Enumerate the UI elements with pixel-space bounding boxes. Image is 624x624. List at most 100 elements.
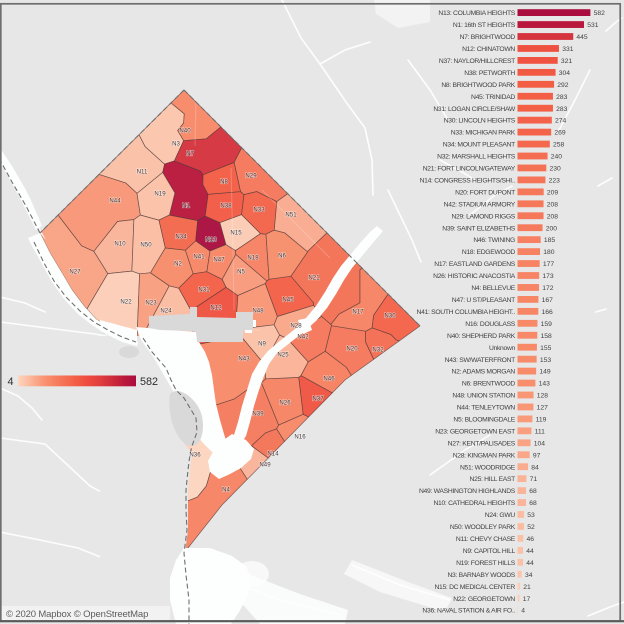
svg-text:N18: N18 [247,254,259,261]
svg-text:N30: LINCOLN HEIGHTS: N30: LINCOLN HEIGHTS [444,118,516,125]
svg-text:N26: N26 [279,399,291,406]
svg-text:N25: N25 [277,351,289,358]
svg-text:N22: N22 [120,298,132,305]
svg-text:46: 46 [527,536,535,543]
svg-text:N2: ADAMS MORGAN: N2: ADAMS MORGAN [452,369,516,376]
svg-text:N45: N45 [282,296,294,303]
svg-text:N16: N16 [294,433,306,440]
svg-text:N32: N32 [372,346,384,353]
svg-text:N17: N17 [352,308,364,315]
svg-text:N42: N42 [297,333,309,340]
svg-text:N10: CATHEDRAL HEIGHTS: N10: CATHEDRAL HEIGHTS [433,500,515,507]
svg-text:N21: FORT LINCOLN/GATEWAY: N21: FORT LINCOLN/GATEWAY [423,166,516,173]
svg-text:21: 21 [523,584,531,591]
svg-text:N46: N46 [323,375,335,382]
svg-text:N3: BARNABY WOODS: N3: BARNABY WOODS [447,572,515,579]
svg-text:44: 44 [526,548,534,555]
svg-text:68: 68 [529,488,537,495]
svg-text:258: 258 [553,142,565,149]
svg-text:N24: N24 [160,307,172,314]
svg-text:331: 331 [562,46,574,53]
svg-text:N21: N21 [308,274,320,281]
svg-text:N1: N1 [182,202,190,209]
svg-text:N47: N47 [213,256,225,263]
svg-text:N7: BRIGHTWOOD: N7: BRIGHTWOOD [460,34,516,41]
svg-text:N26: HISTORIC ANACOSTIA: N26: HISTORIC ANACOSTIA [433,273,516,280]
svg-text:158: 158 [541,333,553,340]
svg-text:N43: SW/WATERFRONT: N43: SW/WATERFRONT [445,357,516,364]
svg-text:104: 104 [534,440,546,447]
svg-text:445: 445 [576,34,588,41]
svg-text:304: 304 [559,70,571,77]
svg-text:N15: DC MEDICAL CENTER: N15: DC MEDICAL CENTER [434,584,515,591]
svg-text:34: 34 [525,572,533,579]
svg-text:283: 283 [556,94,568,101]
svg-text:N29: LAMOND RIGGS: N29: LAMOND RIGGS [451,213,515,220]
svg-text:71: 71 [530,476,538,483]
svg-text:208: 208 [547,201,559,208]
svg-text:159: 159 [541,321,553,328]
svg-text:N32: MARSHALL HEIGHTS: N32: MARSHALL HEIGHTS [437,154,516,161]
svg-text:N15: N15 [230,229,242,236]
svg-text:N23: GEORGETOWN EAST: N23: GEORGETOWN EAST [435,429,515,436]
svg-text:200: 200 [546,225,558,232]
svg-text:153: 153 [540,357,552,364]
svg-text:97: 97 [533,452,541,459]
svg-text:N6: N6 [278,252,286,259]
svg-text:4: 4 [7,376,13,388]
svg-text:128: 128 [537,393,549,400]
svg-text:4: 4 [521,608,525,615]
svg-text:N46: TWINING: N46: TWINING [473,237,515,244]
svg-text:N36: N36 [189,451,201,458]
svg-text:N12: N12 [210,304,222,311]
svg-text:N20: FORT DUPONT: N20: FORT DUPONT [455,189,515,196]
svg-text:N44: TENLEYTOWN: N44: TENLEYTOWN [457,405,516,412]
svg-text:N19: FOREST HILLS: N19: FOREST HILLS [456,560,516,567]
svg-text:N25: HILL EAST: N25: HILL EAST [470,476,516,483]
svg-text:N39: N39 [252,410,264,417]
svg-text:N14: CONGRESS HEIGHTS/SHI..: N14: CONGRESS HEIGHTS/SHI.. [420,178,516,185]
svg-text:N50: WOODLEY PARK: N50: WOODLEY PARK [450,524,516,531]
svg-text:44: 44 [526,560,534,567]
svg-text:N24: GWU: N24: GWU [485,512,516,519]
svg-text:N27: N27 [69,268,81,275]
svg-text:N11: N11 [137,168,148,175]
svg-text:111: 111 [535,429,546,436]
svg-text:52: 52 [527,524,535,531]
svg-text:155: 155 [540,345,552,352]
svg-text:N9: N9 [258,340,266,347]
svg-text:283: 283 [556,106,568,113]
svg-text:68: 68 [529,500,537,507]
svg-text:N38: PETWORTH: N38: PETWORTH [464,70,515,77]
svg-text:N51: WOODRIDGE: N51: WOODRIDGE [460,464,516,471]
svg-text:208: 208 [547,213,559,220]
svg-text:N1: 16th ST HEIGHTS: N1: 16th ST HEIGHTS [453,22,516,29]
svg-text:N2: N2 [174,260,182,267]
svg-text:N43: N43 [238,355,250,362]
svg-text:N34: MOUNT PLEASANT: N34: MOUNT PLEASANT [443,142,515,149]
svg-text:185: 185 [544,237,556,244]
svg-text:N4: N4 [222,486,230,493]
svg-text:N31: N31 [198,286,210,293]
svg-text:230: 230 [550,166,562,173]
svg-text:N8: N8 [220,178,228,185]
svg-text:N41: N41 [193,253,205,260]
svg-text:84: 84 [531,464,539,471]
svg-text:N7: N7 [186,150,194,157]
svg-text:166: 166 [542,309,554,316]
svg-text:N9: CAPITOL HILL: N9: CAPITOL HILL [463,548,516,555]
svg-text:N39: SAINT ELIZABETHS: N39: SAINT ELIZABETHS [442,225,516,232]
svg-text:N31: LOGAN CIRCLE/SHAW: N31: LOGAN CIRCLE/SHAW [433,106,516,113]
svg-text:N37: NAYLOR/HILLCREST: N37: NAYLOR/HILLCREST [439,58,515,65]
svg-text:N3: N3 [172,140,180,147]
svg-text:177: 177 [543,261,555,268]
svg-text:N8: BRIGHTWOOD PARK: N8: BRIGHTWOOD PARK [441,82,515,89]
svg-text:N11: CHEVY CHASE: N11: CHEVY CHASE [456,536,516,543]
svg-text:274: 274 [555,118,567,125]
svg-text:N13: COLUMBIA HEIGHTS: N13: COLUMBIA HEIGHTS [438,10,515,17]
svg-text:172: 172 [542,285,554,292]
svg-text:17: 17 [523,596,531,603]
svg-text:N6: BRENTWOOD: N6: BRENTWOOD [462,381,516,388]
svg-text:N29: N29 [245,172,257,179]
svg-text:N41: SOUTH COLUMBIA HEIGHT..: N41: SOUTH COLUMBIA HEIGHT.. [417,309,516,316]
